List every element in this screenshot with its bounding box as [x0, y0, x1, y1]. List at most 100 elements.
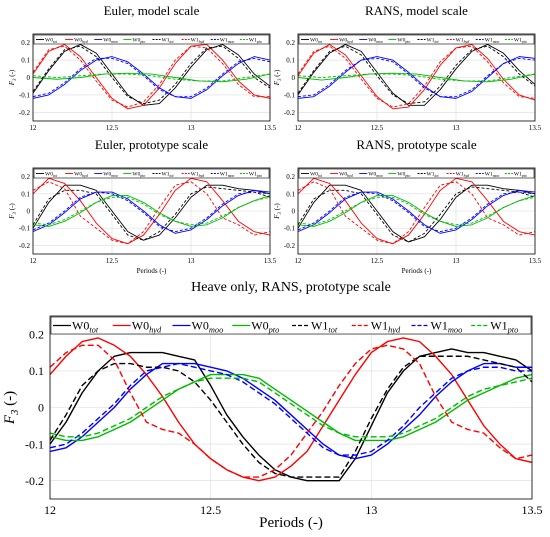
x-tick-label: 12 — [295, 257, 303, 265]
legend-entry-w1pto: W1pto — [249, 37, 262, 43]
legend-entry-w1pto: W1pto — [514, 37, 527, 43]
legend-entry-w0hyd: W0hyd — [339, 37, 353, 43]
series-line-w1hyd — [298, 181, 535, 245]
legend-entry-w1hyd: W1hyd — [191, 171, 205, 177]
legend: W0tot W0hyd W0moo W0pto W1tot W1hyd W1moo W1pto — [33, 34, 270, 45]
series-line-w1tot — [298, 186, 535, 243]
legend-entry-w0tot: W0tot — [45, 171, 58, 177]
legend-entry-w0moo: W0moo — [103, 37, 118, 43]
series-line-w1pto — [50, 377, 532, 438]
series-line-w0moo — [298, 189, 535, 234]
chart-panel-1: Euler, model scale 12 12.5 13 13.5 -0.2 -0.1 0 0… — [8, 3, 277, 132]
series-line-w0tot — [298, 184, 535, 243]
legend-entry-w1hyd: W1hyd — [456, 171, 470, 177]
y-axis-label: F3 (-) — [2, 391, 21, 425]
y-tick-label: 0.2 — [21, 173, 30, 181]
y-tick-label: 0.1 — [21, 190, 30, 198]
legend-entry-w0hyd: W0hyd — [132, 319, 162, 335]
y-tick-label: -0.2 — [19, 109, 31, 117]
series-line-w0hyd — [50, 337, 532, 482]
y-tick-label: 0.2 — [286, 39, 295, 47]
series-line-w0hyd — [298, 177, 535, 245]
legend-entry-w0tot: W0tot — [310, 171, 323, 177]
legend-entry-w1tot: W1tot — [311, 319, 338, 335]
x-tick-label: 13 — [453, 124, 461, 132]
y-tick-label: 0 — [292, 74, 296, 82]
y-tick-label: -0.2 — [25, 474, 44, 488]
series-line-w0hyd — [298, 43, 535, 110]
series-line-w1moo — [298, 191, 535, 233]
legend: W0tot W0hyd W0moo W0pto W1tot W1hyd W1moo W1pto — [298, 34, 535, 45]
x-tick-label: 13.5 — [264, 257, 277, 265]
x-tick-label: 13 — [188, 124, 196, 132]
legend-entry-w1moo: W1moo — [220, 171, 235, 177]
x-axis-label: Periods (-) — [259, 515, 323, 531]
y-tick-label: 0.2 — [286, 173, 295, 181]
x-tick-label: 13.5 — [522, 503, 543, 517]
grid — [49, 316, 533, 499]
y-tick-label: 0 — [27, 74, 31, 82]
legend-box — [298, 168, 535, 179]
series-group — [33, 177, 270, 245]
legend: W0tot W0hyd W0moo W0pto W1tot W1hyd W1moo W1pto — [298, 168, 535, 179]
series-line-w1hyd — [50, 344, 532, 478]
x-tick-label: 13.5 — [264, 124, 277, 132]
series-line-w0moo — [298, 56, 535, 99]
chart-panel-4: RANS, prototype scale 12 12.5 13 13.5 -0.2 -0.… — [273, 137, 542, 275]
series-line-w0pto — [298, 195, 535, 227]
legend-entry-w1pto: W1pto — [249, 171, 262, 177]
legend-entry-w1moo: W1moo — [220, 37, 235, 43]
legend-box — [50, 316, 532, 335]
y-tick-label: 0.1 — [286, 190, 295, 198]
y-tick-label: -0.1 — [284, 225, 296, 233]
y-tick-label: 0 — [38, 401, 44, 415]
legend-entry-w0moo: W0moo — [192, 319, 224, 335]
legend-entry-w1hyd: W1hyd — [371, 319, 401, 335]
axes-frame — [297, 167, 536, 255]
grid — [297, 168, 536, 254]
y-tick-label: -0.2 — [284, 109, 296, 117]
chart-panel-5: Heave only, RANS, prototype scale 12 12.5 1… — [2, 280, 543, 531]
series-line-w1pto — [33, 196, 270, 226]
legend-entry-w0pto: W0pto — [132, 37, 145, 43]
legend-entry-w0hyd: W0hyd — [339, 171, 353, 177]
legend-entry-w1hyd: W1hyd — [456, 37, 470, 43]
legend-entry-w0pto: W0pto — [132, 171, 145, 177]
legend-box — [33, 34, 270, 45]
y-tick-label: 0.1 — [21, 57, 30, 65]
series-line-w0hyd — [33, 43, 270, 110]
series-line-w0pto — [33, 195, 270, 227]
x-tick-label: 12 — [30, 257, 38, 265]
legend-entry-w0hyd: W0hyd — [74, 171, 88, 177]
legend-entry-w0tot: W0tot — [310, 37, 323, 43]
y-axis-label: F3 (-) — [8, 69, 18, 86]
y-tick-label: 0 — [27, 207, 31, 215]
series-line-w1pto — [298, 196, 535, 226]
series-group — [298, 177, 535, 245]
series-line-w1moo — [298, 57, 535, 98]
legend-entry-w1tot: W1tot — [427, 171, 440, 177]
axes-frame — [49, 315, 533, 500]
x-tick-label: 13.5 — [529, 124, 542, 132]
legend-entry-w1pto: W1pto — [490, 319, 518, 335]
y-tick-label: 0 — [292, 207, 296, 215]
series-line-w0tot — [33, 184, 270, 241]
series-group — [50, 337, 532, 482]
chart-title: Euler, prototype scale — [95, 137, 208, 152]
x-tick-label: 12 — [295, 124, 303, 132]
legend-entry-w0hyd: W0hyd — [74, 37, 88, 43]
chart-title: Heave only, RANS, prototype scale — [191, 280, 391, 295]
legend-entry-w0moo: W0moo — [368, 171, 383, 177]
x-tick-label: 13 — [453, 257, 461, 265]
axes-frame — [297, 33, 536, 122]
y-axis-label: F3 (-) — [273, 69, 283, 86]
x-axis-label: Periods (-) — [137, 267, 167, 275]
series-line-w1moo — [33, 57, 270, 98]
series-line-w1tot — [50, 355, 532, 478]
series-line-w0hyd — [33, 177, 270, 245]
series-line-w1moo — [50, 362, 532, 456]
series-line-w1tot — [298, 45, 535, 105]
x-tick-label: 12.5 — [371, 257, 384, 265]
legend-entry-w1pto: W1pto — [514, 171, 527, 177]
